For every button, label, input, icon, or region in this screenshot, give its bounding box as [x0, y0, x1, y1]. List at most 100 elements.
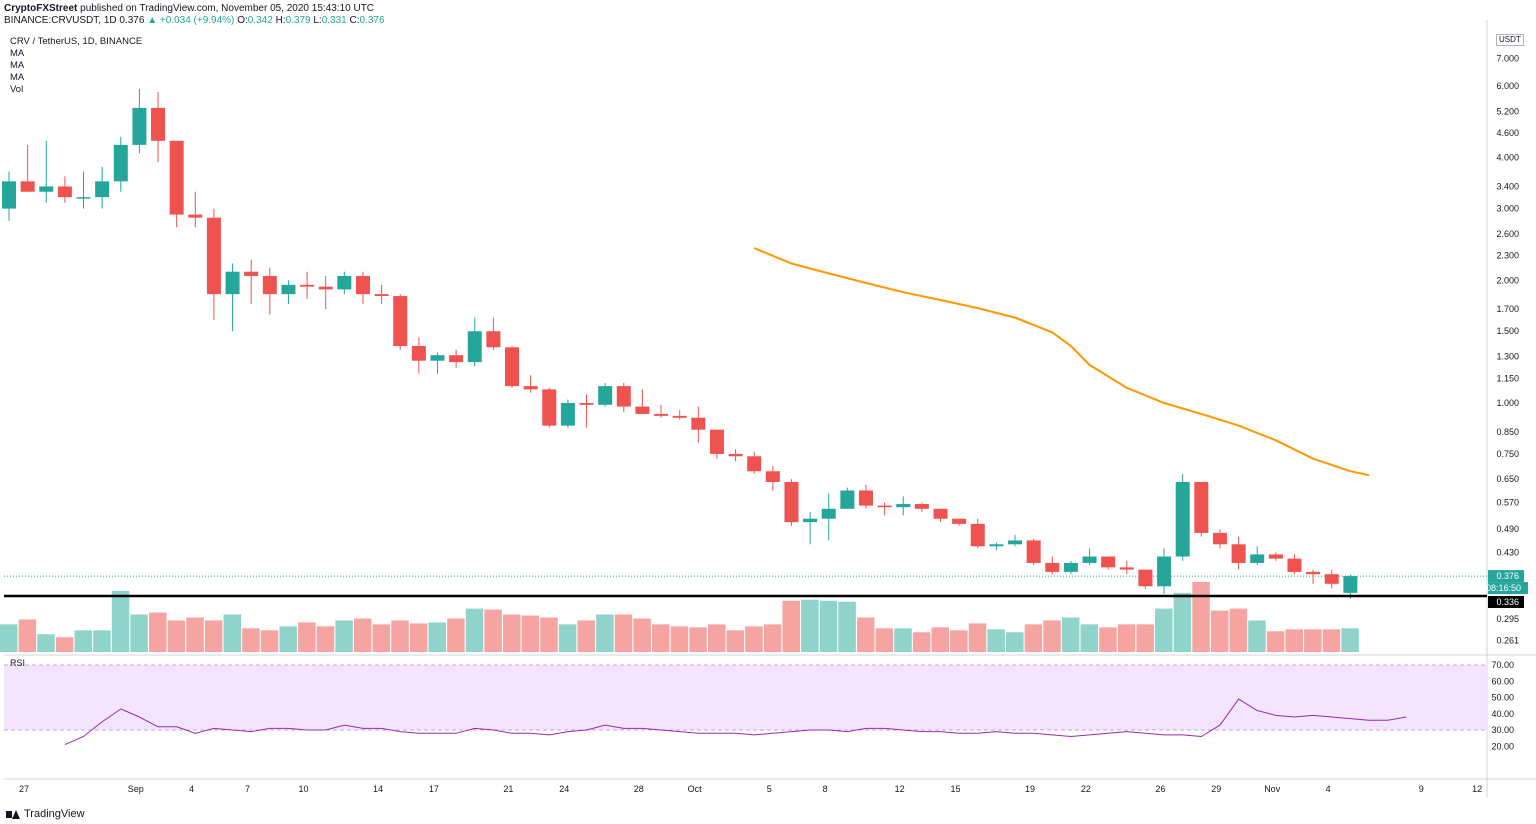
candle-body — [1063, 562, 1078, 572]
price-axis-label: 6.000 — [1496, 81, 1519, 91]
publisher-name[interactable]: CryptoFXStreet — [4, 3, 78, 14]
volume-bar — [204, 620, 223, 652]
candle-body — [654, 413, 669, 416]
candle-body — [411, 346, 426, 361]
volume-bar — [987, 629, 1005, 652]
candle-body — [1138, 569, 1153, 587]
volume-bar — [689, 627, 707, 652]
candle-body — [467, 331, 482, 363]
time-axis-label: Nov — [1264, 784, 1281, 794]
candle-body — [672, 415, 687, 418]
candle-body — [1287, 558, 1302, 572]
time-axis-label: 21 — [503, 784, 513, 794]
volume-bar — [484, 609, 502, 652]
symbol-label: BINANCE:CRVUSDT, 1D — [4, 15, 117, 26]
price-axis-label: 0.295 — [1496, 614, 1519, 624]
candle-body — [151, 107, 166, 141]
volume-bar — [149, 612, 167, 652]
candle-body — [113, 144, 128, 182]
rsi-label: RSI — [10, 658, 25, 668]
price-axis-label: 1.000 — [1496, 398, 1519, 408]
volume-bar — [223, 614, 242, 652]
volume-bar — [428, 622, 446, 652]
time-axis-label: 7 — [245, 784, 250, 794]
time-axis-label: 4 — [1326, 784, 1331, 794]
price-axis-label: 0.850 — [1496, 427, 1519, 437]
volume-bar — [1210, 610, 1229, 652]
high-value: 0.379 — [285, 15, 311, 26]
legend-volume[interactable]: Vol — [10, 84, 24, 95]
volume-bar — [1006, 632, 1024, 652]
price-axis-label: 0.430 — [1496, 547, 1519, 557]
candle-body — [393, 296, 408, 347]
time-axis-label: 19 — [1025, 784, 1035, 794]
candle-body — [337, 275, 352, 290]
candle-body — [709, 429, 724, 454]
volume-bar — [503, 614, 521, 652]
price-axis-label: 2.000 — [1496, 275, 1519, 285]
volume-bar — [838, 601, 856, 652]
volume-bar — [1304, 629, 1322, 652]
volume-bar — [298, 622, 316, 652]
candle-body — [784, 481, 799, 523]
volume-bar — [726, 630, 745, 652]
volume-bar — [596, 614, 614, 652]
candle-body — [1343, 576, 1358, 593]
volume-bar — [18, 619, 37, 652]
last-price: 0.376 — [119, 15, 145, 26]
time-axis-label: 24 — [559, 784, 569, 794]
volume-bar — [335, 620, 353, 652]
countdown-tag-label: 08:16:50 — [1486, 583, 1521, 593]
legend-ma-3[interactable]: MA — [10, 72, 25, 83]
price-axis-label: 5.200 — [1496, 106, 1519, 116]
candle-body — [169, 140, 184, 215]
price-axis-label: 2.300 — [1496, 251, 1519, 261]
tradingview-footer[interactable]: TradingView — [6, 808, 85, 820]
volume-bar — [111, 590, 130, 652]
legend-ma-2[interactable]: MA — [10, 60, 25, 71]
price-axis-label: 3.400 — [1496, 181, 1519, 191]
legend-ma-1[interactable]: MA — [10, 48, 25, 59]
volume-bar — [130, 614, 148, 652]
volume-bar — [93, 630, 111, 652]
last-price-tag-label: 0.376 — [1496, 571, 1519, 581]
candle-body — [206, 217, 221, 295]
candle-body — [858, 490, 873, 506]
volume-bar — [1061, 617, 1080, 652]
volume-bar — [391, 620, 409, 652]
time-axis-label: 4 — [189, 784, 194, 794]
publisher-line: CryptoFXStreet published on TradingView.… — [4, 3, 374, 15]
time-axis-label: 9 — [1419, 784, 1424, 794]
time-axis-label: 26 — [1155, 784, 1165, 794]
candle-body — [542, 389, 557, 426]
candle-body — [1231, 544, 1246, 563]
candle-body — [821, 508, 836, 519]
candle-body — [262, 275, 277, 295]
time-axis-label: 14 — [373, 784, 383, 794]
candle-body — [877, 505, 892, 508]
candle-body — [765, 471, 780, 482]
candle-body — [728, 453, 743, 457]
price-axis-label: 0.650 — [1496, 474, 1519, 484]
candle-body — [598, 386, 613, 405]
volume-bar — [856, 617, 875, 652]
price-axis-label: 0.750 — [1496, 449, 1519, 459]
candle-body — [449, 355, 464, 363]
close-label: C: — [349, 15, 360, 26]
volume-bar — [558, 624, 577, 652]
moving-average-line — [753, 247, 1370, 477]
price-axis-label: 7.000 — [1496, 54, 1519, 64]
candle-body — [188, 214, 203, 218]
rsi-axis-label: 70.00 — [1491, 660, 1514, 670]
price-unit-label[interactable]: USDT — [1496, 34, 1524, 46]
candle-body — [1306, 571, 1321, 575]
price-axis-label: 1.300 — [1496, 352, 1519, 362]
candle-body — [616, 386, 631, 407]
volume-bar — [1099, 627, 1117, 652]
support-tag-label: 0.336 — [1496, 597, 1519, 607]
volume-bar — [1229, 608, 1248, 652]
price-axis-label: 1.700 — [1496, 304, 1519, 314]
volume-bar — [37, 634, 55, 652]
volume-bar — [167, 620, 186, 652]
